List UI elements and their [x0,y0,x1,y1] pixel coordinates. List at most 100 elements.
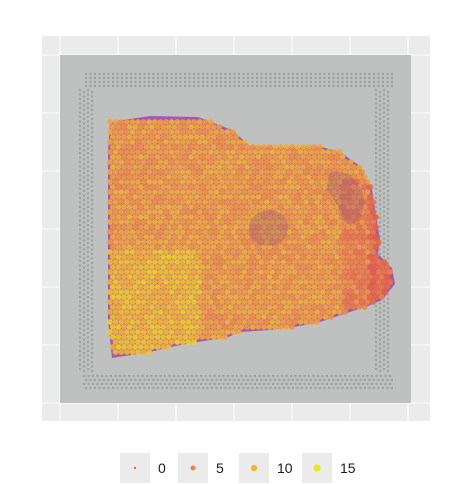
fiducial-dot [123,382,126,386]
tissue-spot [356,274,363,280]
tissue-spot [132,264,139,270]
tissue-spot [269,269,276,275]
tissue-spot [137,344,144,350]
tissue-spot [367,194,374,200]
tissue-spot [314,259,321,265]
tissue-spot [227,274,234,280]
fiducial-dot [90,275,94,278]
fiducial-dot [375,374,378,378]
tissue-spot [322,294,329,300]
tissue-spot [177,284,183,290]
tissue-spot [219,239,225,245]
tissue-spot [230,319,237,325]
tissue-spot [160,284,167,290]
tissue-spot [263,269,270,275]
tissue-spot [370,279,377,285]
fiducial-dot [197,386,200,390]
tissue-spot [294,204,301,210]
tissue-spot [331,209,337,215]
fiducial-dot [386,306,390,310]
tissue-spot [303,169,309,175]
tissue-spot [317,264,323,270]
fiducial-dot [98,72,101,76]
tissue-spot [350,224,357,230]
fiducial-dot [118,382,122,386]
tissue-spot [140,209,147,215]
tissue-spot [205,144,211,150]
tissue-spot [163,189,169,195]
tissue-spot [314,199,321,205]
tissue-spot [191,179,197,185]
tissue-spot [300,254,307,260]
tissue-spot [140,259,147,265]
tissue-spot [325,299,332,305]
fiducial-dot [390,84,394,88]
tissue-spot [163,279,169,285]
tissue-spot [216,154,223,160]
fiducial-dot [138,76,142,80]
tissue-spot [202,219,209,225]
tissue-spot [359,219,365,225]
tissue-spot [249,304,256,310]
tissue-spot [129,309,136,315]
tissue-spot [157,239,164,245]
tissue-spot [126,234,133,240]
tissue-spot [205,194,211,200]
tissue-spot [185,159,192,165]
fiducial-dot [89,80,92,84]
tissue-spot [286,199,293,205]
fiducial-dot [374,345,378,348]
tissue-spot [361,264,368,270]
tissue-spot [151,149,158,155]
tissue-spot [118,339,125,345]
tissue-spot [182,184,189,190]
fiducial-dot [386,324,390,328]
fiducial-dot [217,374,221,378]
tissue-spot [143,174,150,180]
tissue-spot [112,219,119,225]
tissue-spot [154,204,161,210]
tissue-spot [241,289,248,295]
tissue-spot [171,334,178,340]
fiducial-dot [82,99,86,103]
tissue-spot [123,339,130,345]
fiducial-dot [86,187,90,191]
fiducial-dot [382,133,386,137]
tissue-spot [171,264,178,270]
fiducial-dot [345,80,349,84]
fiducial-dot [206,386,209,390]
fiducial-dot [78,277,82,281]
tissue-spot [252,249,259,255]
tissue-spot [112,299,119,305]
tissue-spot [252,209,259,215]
fiducial-dot [386,257,390,260]
fiducial-dot [300,80,304,84]
tissue-spot [115,144,122,150]
tissue-spot [247,269,253,275]
tissue-spot [210,184,217,190]
tissue-spot [333,234,340,240]
tissue-spots [107,119,393,355]
fiducial-dot [82,329,86,332]
tissue-spot [361,254,368,260]
fiducial-dot [390,378,394,382]
tissue-spot [151,289,158,295]
tissue-spot [213,169,220,175]
tissue-spot [179,189,186,195]
fiducial-dot [382,219,386,222]
tissue-spot [356,224,363,230]
fiducial-dot [98,80,101,84]
tissue-spot [207,259,214,265]
tissue-spot [107,289,113,295]
fiducial-dot [143,84,146,88]
fiducial-dot [291,80,295,84]
tissue-spot [118,329,125,335]
tissue-spot [193,284,200,290]
tissue-spot [263,219,270,225]
tissue-spot [207,309,214,315]
tissue-spot [112,159,119,165]
fiducial-dot [156,84,160,88]
tissue-spot [238,274,245,280]
tissue-spot [280,239,287,245]
tissue-spot [241,169,248,175]
